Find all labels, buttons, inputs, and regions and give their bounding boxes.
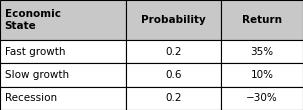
Bar <box>221 0 303 40</box>
Text: Economic
State: Economic State <box>5 9 61 31</box>
Bar <box>0 87 126 110</box>
Text: Probability: Probability <box>141 15 206 25</box>
Text: −30%: −30% <box>246 94 278 103</box>
Bar <box>126 0 221 40</box>
Text: 0.2: 0.2 <box>165 94 182 103</box>
Text: 35%: 35% <box>251 47 274 57</box>
Bar <box>221 40 303 63</box>
Bar <box>0 63 126 87</box>
Text: Return: Return <box>242 15 282 25</box>
Bar <box>126 63 221 87</box>
Text: 10%: 10% <box>251 70 274 80</box>
Bar <box>221 63 303 87</box>
Text: Slow growth: Slow growth <box>5 70 69 80</box>
Text: Fast growth: Fast growth <box>5 47 65 57</box>
Bar <box>221 87 303 110</box>
Bar <box>126 40 221 63</box>
Bar <box>0 40 126 63</box>
Bar <box>126 87 221 110</box>
Text: 0.2: 0.2 <box>165 47 182 57</box>
Text: Recession: Recession <box>5 94 57 103</box>
Bar <box>0 0 126 40</box>
Text: 0.6: 0.6 <box>165 70 182 80</box>
